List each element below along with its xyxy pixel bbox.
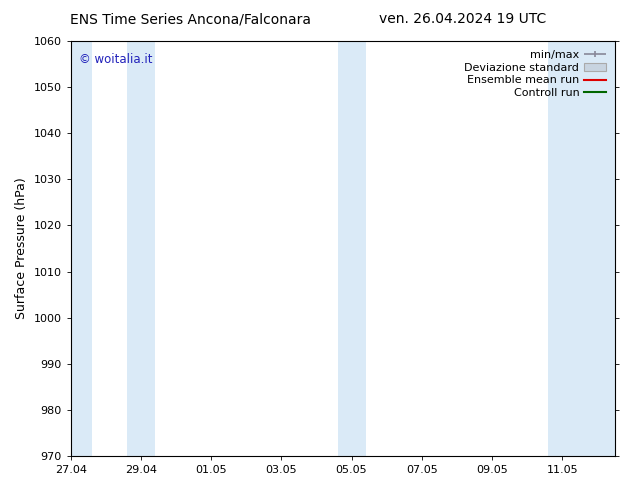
Bar (337, 41, 366, 456)
Text: ven. 26.04.2024 19 UTC: ven. 26.04.2024 19 UTC (379, 12, 547, 26)
Bar (548, 41, 615, 456)
Bar (127, 41, 155, 456)
Text: ENS Time Series Ancona/Falconara: ENS Time Series Ancona/Falconara (70, 12, 311, 26)
Bar (71, 41, 92, 456)
Y-axis label: Surface Pressure (hPa): Surface Pressure (hPa) (15, 178, 28, 319)
Legend: min/max, Deviazione standard, Ensemble mean run, Controll run: min/max, Deviazione standard, Ensemble m… (461, 47, 609, 101)
Text: © woitalia.it: © woitalia.it (79, 53, 152, 67)
